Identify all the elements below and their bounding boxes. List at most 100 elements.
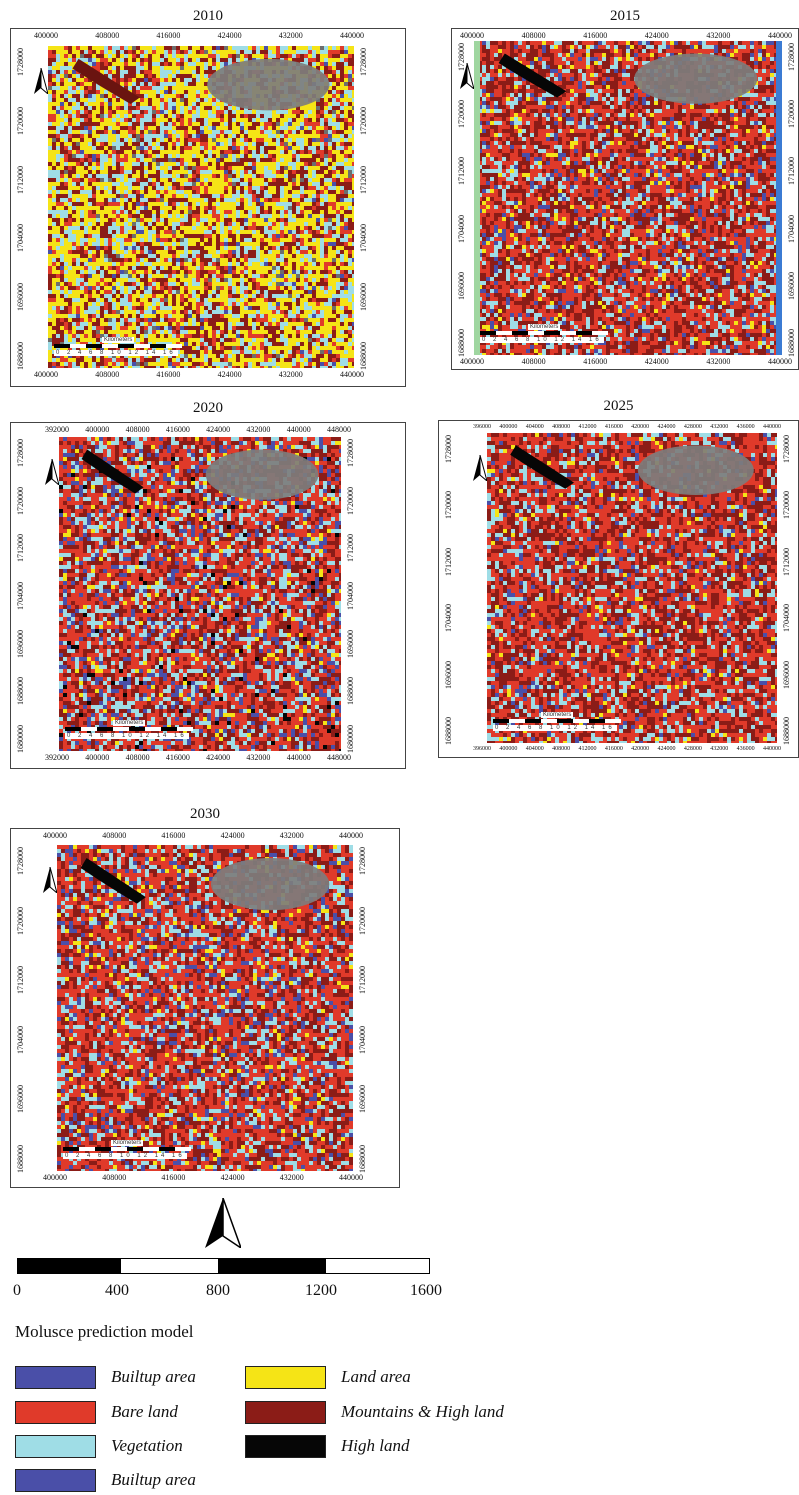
axis-tick-label: 1696000 [359,283,368,311]
axis-tick-label: 396000 [473,746,491,752]
axis-tick-label: 1712000 [444,548,453,576]
mini-scale-numbers: 0 2 4 6 8 10 12 14 16 [65,733,189,739]
axis-tick-label: 1704000 [457,215,466,243]
axis-tick-label: 408000 [522,32,546,40]
mini-scale-label: Kilometers [541,712,574,718]
axis-tick-label: 1696000 [16,1085,25,1113]
panel-year-title: 2010 [10,8,406,25]
axis-tick-label: 1720000 [16,487,25,515]
axis-tick-label: 400000 [43,832,67,840]
axis-tick-label: 1712000 [16,166,25,194]
axis-tick-label: 408000 [126,754,150,762]
axis-tick-label: 404000 [526,746,544,752]
axis-tick-label: 408000 [126,426,150,434]
scale-label: 0 [13,1282,21,1300]
legend-swatch [245,1401,326,1424]
axis-tick-label: 424000 [206,426,230,434]
axis-tick-label: 424000 [645,358,669,366]
panel-year-title: 2030 [10,806,400,823]
axis-tick-label: 424000 [218,371,242,379]
axis-tick-label: 1704000 [16,1026,25,1054]
mini-scale-numbers: 0 2 4 6 8 10 12 14 16 [493,725,617,731]
land-cover-map-2025 [487,433,777,743]
legend-label: Bare land [111,1402,178,1422]
axis-tick-label: 1696000 [444,661,453,689]
axis-tick-label: 1720000 [444,491,453,519]
axis-tick-label: 432000 [280,1174,304,1182]
axis-tick-label: 400000 [34,32,58,40]
axis-tick-label: 1720000 [358,907,367,935]
axis-tick-label: 400000 [85,426,109,434]
panel-year-title: 2020 [10,400,406,417]
axis-tick-label: 1712000 [358,966,367,994]
axis-tick-label: 432000 [246,426,270,434]
axis-tick-label: 1696000 [457,272,466,300]
legend-title: Molusce prediction model [15,1322,193,1342]
land-cover-map-2020 [59,437,341,751]
legend-label: Vegetation [111,1436,183,1456]
axis-tick-label: 440000 [340,32,364,40]
axis-tick-label: 420000 [631,746,649,752]
axis-tick-label: 1728000 [346,439,355,467]
axis-tick-label: 1704000 [346,582,355,610]
map-panel-2010: 2010 400000 408000 416000 424000 432000 44000… [10,8,406,388]
map-frame: 392000 400000 408000 416000 424000 432000 4400… [10,422,406,769]
axis-tick-label: 400000 [34,371,58,379]
axis-tick-label: 408000 [522,358,546,366]
axis-tick-label: 440000 [340,371,364,379]
axis-tick-label: 1728000 [782,435,791,463]
map-panel-2015: 2015 400000 408000 416000 424000 432000 44000… [451,8,799,370]
axis-tick-label: 1704000 [16,224,25,252]
axis-tick-label: 1688000 [358,1145,367,1173]
axis-tick-label: 1720000 [359,107,368,135]
axis-tick-label: 432000 [710,424,728,430]
legend-label: Land area [341,1367,411,1387]
mini-scale-label: Kilometers [111,1140,144,1146]
map-frame: 400000 408000 416000 424000 432000 440000 4000… [10,828,400,1188]
axis-tick-label: 1704000 [16,582,25,610]
axis-tick-label: 400000 [460,32,484,40]
axis-tick-label: 1720000 [457,100,466,128]
axis-tick-label: 392000 [45,426,69,434]
north-arrow-icon [34,67,49,99]
mini-scale-bar: Kilometers 0 2 4 6 8 10 12 14 16 [65,720,195,739]
axis-tick-label: 408000 [552,424,570,430]
map-panel-2020: 2020 392000 400000 408000 416000 424000 43200… [10,400,406,770]
mini-scale-bar: Kilometers 0 2 4 6 8 10 12 14 16 [480,324,610,343]
axis-tick-label: 424000 [658,424,676,430]
axis-tick-label: 1704000 [782,604,791,632]
axis-tick-label: 1704000 [787,215,796,243]
panel-year-title: 2015 [451,8,799,25]
scale-label: 400 [105,1282,129,1300]
axis-tick-label: 440000 [763,424,781,430]
axis-tick-label: 1720000 [787,100,796,128]
scale-label: 1600 [410,1282,442,1300]
legend-swatch [15,1435,96,1458]
axis-tick-label: 416000 [161,1174,185,1182]
mini-scale-bar: Kilometers 0 2 4 6 8 10 12 14 16 [54,337,184,356]
axis-tick-label: 416000 [166,754,190,762]
mini-scale-label: Kilometers [102,337,135,343]
axis-tick-label: 440000 [339,1174,363,1182]
axis-tick-label: 416000 [166,426,190,434]
axis-tick-label: 412000 [578,424,596,430]
legend-swatch [245,1366,326,1389]
axis-tick-label: 432000 [710,746,728,752]
axis-tick-label: 420000 [631,424,649,430]
axis-tick-label: 1728000 [16,48,25,76]
axis-tick-label: 1688000 [444,717,453,745]
axis-tick-label: 1688000 [346,677,355,705]
legend-swatch [245,1435,326,1458]
mini-scale-bar: Kilometers 0 2 4 6 8 10 12 14 16 [493,712,623,731]
axis-tick-label: 440000 [768,32,792,40]
land-cover-map-2030 [57,845,353,1171]
axis-tick-label: 396000 [473,424,491,430]
axis-tick-label: 424000 [645,32,669,40]
axis-tick-label: 408000 [95,371,119,379]
axis-tick-label: 1688000 [787,329,796,357]
axis-tick-label: 1728000 [16,439,25,467]
legend-swatch [15,1401,96,1424]
axis-tick-label: 408000 [102,1174,126,1182]
axis-tick-label: 416000 [156,32,180,40]
axis-tick-label: 1712000 [16,966,25,994]
